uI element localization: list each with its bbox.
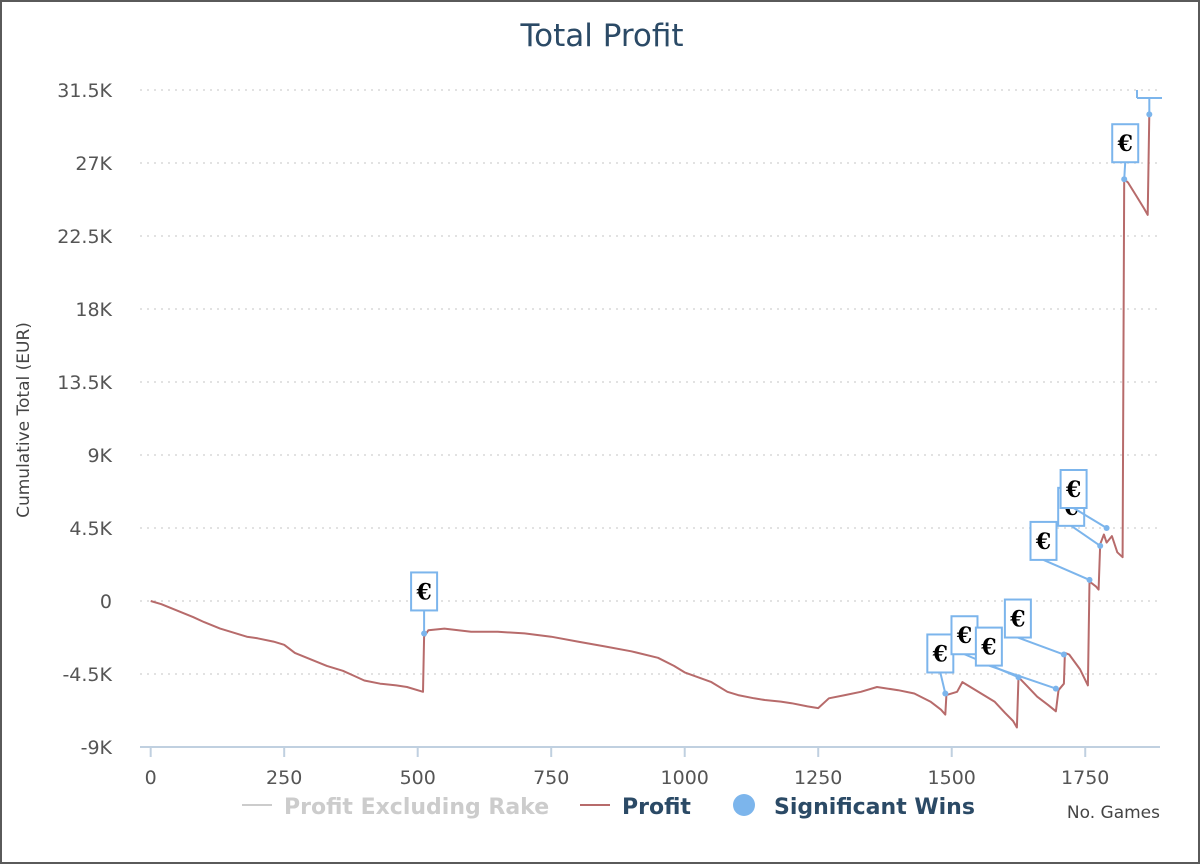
flag-connector: [1017, 636, 1065, 656]
grid-lines: [140, 89, 1160, 675]
flag-label: €: [1065, 477, 1081, 503]
flag-label: €: [1009, 607, 1025, 633]
flag-point: [942, 690, 949, 697]
flag-point: [1097, 542, 1104, 549]
significant-win-flag: [1136, 90, 1162, 118]
x-axis-label: No. Games: [1067, 803, 1160, 823]
flag-connector: [988, 664, 1057, 690]
flag-connector: [1043, 558, 1090, 581]
y-tick-label: -4.5K: [62, 664, 112, 686]
legend-circle-icon: [733, 794, 755, 816]
flag-label: €: [956, 623, 972, 649]
flag-point: [421, 630, 428, 637]
flag-box: [410, 571, 439, 612]
y-tick-labels: -9K -4.5K 0 4.5K 9K 13.5K 18K 22.5K 27K 31.5K: [57, 80, 112, 759]
y-tick-label: 0: [100, 591, 112, 613]
significant-win-flag: €: [1003, 598, 1067, 658]
significant-win-flag: €: [974, 626, 1059, 692]
significant-wins-flags: €€€€€€€€€: [410, 90, 1162, 697]
flag-label: €: [980, 635, 996, 661]
flag-box: [1111, 123, 1140, 164]
series-layer: [150, 114, 1151, 729]
x-tick-label: 750: [533, 767, 569, 789]
y-tick-label: 22.5K: [57, 226, 112, 248]
significant-win-flag: €: [926, 633, 955, 697]
chart-title: Total Profit: [519, 18, 683, 54]
significant-win-flag: €: [1029, 520, 1093, 583]
x-tick-label: 0: [145, 767, 157, 789]
series-line-profit: [150, 114, 1151, 729]
legend[interactable]: Profit Excluding Rake Profit Significant W…: [242, 794, 975, 820]
x-tick-label: 250: [266, 767, 302, 789]
flag-connector: [1073, 507, 1108, 529]
flag-box: [1059, 469, 1088, 509]
flag-point: [1146, 111, 1153, 118]
y-tick-label: 31.5K: [57, 80, 112, 102]
flag-box: [1029, 520, 1058, 561]
flag-box: [950, 615, 979, 656]
legend-item-significant-wins[interactable]: Significant Wins: [733, 794, 975, 820]
flag-point: [1052, 685, 1059, 692]
flag-point: [1060, 651, 1067, 658]
significant-win-flag: €: [410, 571, 439, 637]
y-tick-label: -9K: [81, 737, 113, 759]
flag-connector: [939, 672, 947, 694]
flag-point: [1086, 576, 1093, 583]
y-tick-label: 27K: [75, 153, 112, 175]
y-tick-label: 4.5K: [69, 518, 112, 540]
x-tick-label: 1750: [1061, 767, 1109, 789]
x-tick-label: 1500: [928, 767, 976, 789]
flag-connector: [1070, 525, 1101, 547]
x-tick-label: 1000: [661, 767, 709, 789]
y-tick-label: 18K: [75, 299, 112, 321]
flag-label: €: [415, 579, 431, 605]
y-axis-label: Cumulative Total (EUR): [14, 322, 34, 518]
significant-win-flag: €: [1059, 469, 1110, 531]
x-tick-label: 1250: [794, 767, 842, 789]
y-tick-label: 9K: [87, 445, 112, 467]
significant-win-flag: €: [1111, 123, 1140, 183]
flag-point: [1121, 176, 1128, 183]
flag-label: €: [1117, 131, 1133, 157]
legend-label: Profit Excluding Rake: [284, 795, 549, 820]
flag-point: [1103, 525, 1110, 531]
legend-item-profit-excluding-rake[interactable]: Profit Excluding Rake: [242, 795, 549, 820]
flag-label: €: [1035, 529, 1051, 555]
x-tick-labels: 0 250 500 750 1000 1250 1500 1750: [140, 746, 1160, 789]
legend-label: Significant Wins: [774, 795, 975, 820]
legend-item-profit[interactable]: Profit: [580, 795, 691, 820]
flag-label: €: [932, 641, 948, 667]
y-tick-label: 13.5K: [57, 372, 112, 394]
flag-box: [1003, 598, 1032, 639]
x-tick-label: 500: [400, 767, 436, 789]
legend-label: Profit: [622, 795, 691, 820]
flag-box: [974, 626, 1003, 667]
